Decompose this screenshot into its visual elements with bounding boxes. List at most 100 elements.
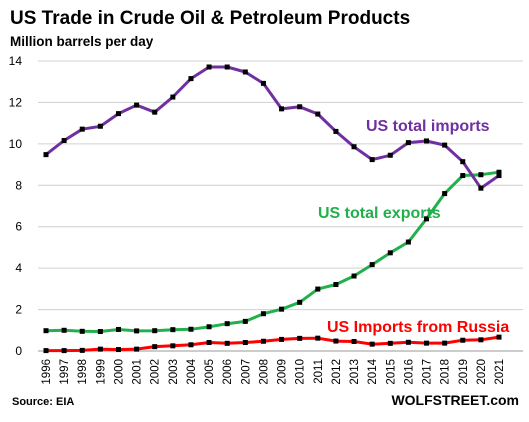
x-tick-label: 1996 bbox=[41, 359, 53, 385]
series-label: US total imports bbox=[366, 118, 490, 135]
data-point bbox=[188, 76, 194, 82]
data-point bbox=[333, 282, 339, 288]
y-tick-label: 8 bbox=[15, 178, 22, 192]
data-point bbox=[43, 328, 49, 334]
series-line bbox=[45, 65, 500, 190]
y-tick-label: 6 bbox=[15, 220, 22, 234]
data-point bbox=[79, 328, 85, 334]
series-label: US total exports bbox=[318, 205, 441, 222]
x-tick-label: 2004 bbox=[186, 358, 198, 384]
series-label: US Imports from Russia bbox=[327, 319, 509, 336]
data-point bbox=[79, 126, 85, 132]
data-point bbox=[97, 329, 103, 335]
data-point bbox=[405, 339, 411, 345]
x-tick-label: 2017 bbox=[422, 359, 434, 385]
data-point bbox=[260, 311, 266, 317]
data-point bbox=[369, 262, 375, 268]
data-point bbox=[424, 216, 430, 222]
data-point bbox=[206, 324, 212, 330]
data-point bbox=[188, 342, 194, 348]
data-point bbox=[387, 340, 393, 346]
data-point bbox=[43, 348, 49, 354]
data-point bbox=[315, 335, 321, 341]
data-point bbox=[460, 159, 466, 165]
data-point bbox=[134, 328, 140, 334]
x-tick-label: 2003 bbox=[168, 359, 180, 385]
data-point bbox=[260, 338, 266, 344]
x-tick-label: 1999 bbox=[95, 359, 107, 385]
data-point bbox=[115, 111, 121, 117]
series-line bbox=[45, 170, 500, 333]
data-point bbox=[170, 327, 176, 333]
data-point bbox=[134, 346, 140, 352]
data-point bbox=[405, 239, 411, 245]
brand-watermark: WOLFSTREET.com bbox=[391, 392, 519, 408]
data-point bbox=[405, 140, 411, 146]
data-point bbox=[242, 318, 248, 324]
data-point bbox=[260, 80, 266, 86]
x-tick-label: 1997 bbox=[59, 359, 71, 385]
x-tick-label: 2014 bbox=[367, 358, 379, 384]
source-note: Source: EIA bbox=[12, 396, 74, 408]
x-tick-label: 2012 bbox=[331, 359, 343, 385]
x-tick-label: 2001 bbox=[132, 359, 144, 385]
x-tick-label: 2007 bbox=[240, 359, 252, 385]
data-point bbox=[478, 337, 484, 343]
data-point bbox=[279, 106, 285, 112]
x-tick-label: 2000 bbox=[113, 359, 125, 385]
x-tick-label: 1998 bbox=[77, 359, 89, 385]
data-point bbox=[297, 335, 303, 341]
data-point bbox=[387, 152, 393, 158]
data-point bbox=[297, 299, 303, 305]
y-tick-label: 2 bbox=[15, 303, 22, 317]
x-tick-label: 2015 bbox=[385, 359, 397, 385]
data-point bbox=[315, 286, 321, 292]
data-point bbox=[460, 337, 466, 343]
data-point bbox=[206, 64, 212, 70]
x-tick-label: 2021 bbox=[494, 359, 506, 385]
x-tick-label: 2018 bbox=[440, 359, 452, 385]
data-point bbox=[61, 327, 67, 333]
y-tick-label: 0 bbox=[15, 344, 22, 358]
x-tick-label: 2011 bbox=[313, 359, 325, 384]
data-point bbox=[442, 340, 448, 346]
data-point bbox=[152, 328, 158, 334]
series-line bbox=[46, 335, 500, 353]
data-point bbox=[351, 338, 357, 344]
data-point bbox=[333, 338, 339, 344]
data-point bbox=[424, 340, 430, 346]
x-tick-label: 2009 bbox=[277, 359, 289, 385]
data-point bbox=[496, 169, 502, 175]
data-point bbox=[478, 185, 484, 191]
x-tick-label: 2010 bbox=[295, 359, 307, 385]
data-point bbox=[424, 138, 430, 144]
x-tick-label: 2016 bbox=[403, 359, 415, 385]
data-point bbox=[152, 344, 158, 350]
x-tick-label: 2006 bbox=[222, 359, 234, 385]
data-point bbox=[496, 334, 502, 340]
data-point bbox=[97, 346, 103, 352]
series-lines bbox=[43, 64, 502, 354]
data-point bbox=[224, 321, 230, 327]
data-point bbox=[134, 102, 140, 108]
gridlines bbox=[38, 60, 523, 352]
x-tick-label: 2002 bbox=[150, 359, 162, 385]
y-tick-label: 4 bbox=[15, 261, 22, 275]
data-point bbox=[351, 273, 357, 279]
data-point bbox=[496, 173, 502, 179]
chart-title: US Trade in Crude Oil & Petroleum Produc… bbox=[10, 8, 410, 29]
y-tick-label: 12 bbox=[9, 95, 23, 109]
data-point bbox=[79, 347, 85, 353]
x-tick-label: 2019 bbox=[458, 359, 470, 385]
data-point bbox=[43, 152, 49, 158]
data-point bbox=[442, 142, 448, 148]
series-labels: US total imports US total exports US Impor… bbox=[318, 118, 509, 336]
x-tick-label: 2020 bbox=[476, 359, 488, 385]
data-point bbox=[242, 69, 248, 75]
data-point bbox=[369, 157, 375, 163]
data-point bbox=[170, 343, 176, 349]
data-point bbox=[61, 348, 67, 354]
x-tick-label: 2013 bbox=[349, 359, 361, 385]
x-tick-labels: 1996 1997 1998 1999 2000 2001 2002 2003 2004 2005… bbox=[41, 358, 506, 384]
